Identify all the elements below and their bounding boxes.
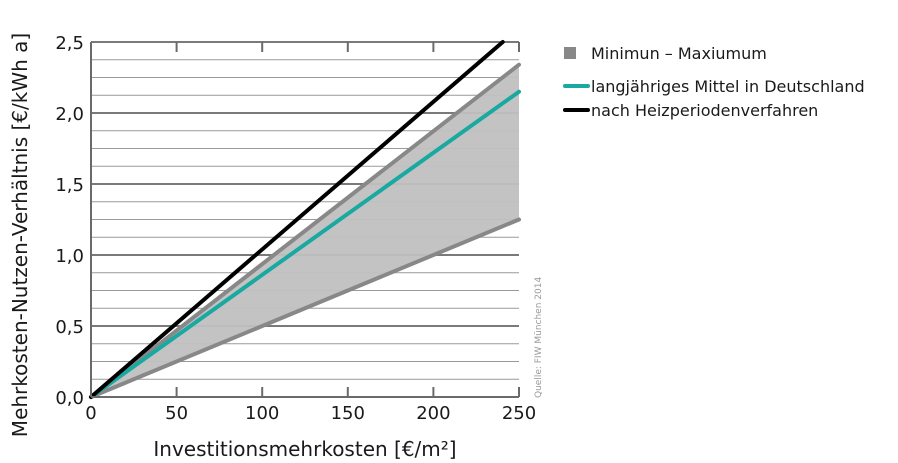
series-line-1 — [89, 40, 505, 399]
y-tick-label: 2,5 — [55, 33, 84, 54]
source-note: Quelle: FIW München 2014 — [534, 277, 544, 398]
y-tick-label: 2,0 — [55, 104, 84, 125]
legend-label-band: Minimun – Maxiumum — [591, 44, 767, 63]
x-tick-label: 200 — [416, 403, 450, 424]
legend-label-heizperiode: nach Heizperiodenverfahren — [591, 101, 818, 120]
legend-swatch-band — [564, 47, 576, 59]
y-tick-label: 1,0 — [55, 246, 84, 267]
legend: Minimun – Maxiumum langjähriges Mittel i… — [563, 44, 865, 120]
axes — [90, 42, 520, 398]
y-tick-label: 0,0 — [55, 388, 84, 409]
x-tick-label: 0 — [85, 403, 96, 424]
y-tick-label: 1,5 — [55, 175, 84, 196]
x-tick-label: 50 — [165, 403, 188, 424]
series-line-0 — [89, 89, 521, 399]
legend-label-mittel: langjähriges Mittel in Deutschland — [591, 77, 865, 96]
band-layer — [89, 62, 521, 399]
y-axis-label: Mehrkosten-Nutzen-Verhältnis [€/kWh a] — [8, 33, 32, 437]
band-min-line — [89, 217, 521, 399]
x-axis-label: Investitionsmehrkosten [€/m²] — [153, 437, 456, 461]
tick-labels: 0 50 100 150 200 250 0,0 0,5 1,0 1,5 2,0 2,5 — [55, 33, 536, 424]
x-tick-label: 150 — [331, 403, 365, 424]
x-tick-label: 250 — [502, 403, 536, 424]
x-tick-label: 100 — [245, 403, 279, 424]
band-max-line — [89, 62, 521, 399]
y-tick-label: 0,5 — [55, 317, 84, 338]
series-layer — [89, 40, 521, 399]
